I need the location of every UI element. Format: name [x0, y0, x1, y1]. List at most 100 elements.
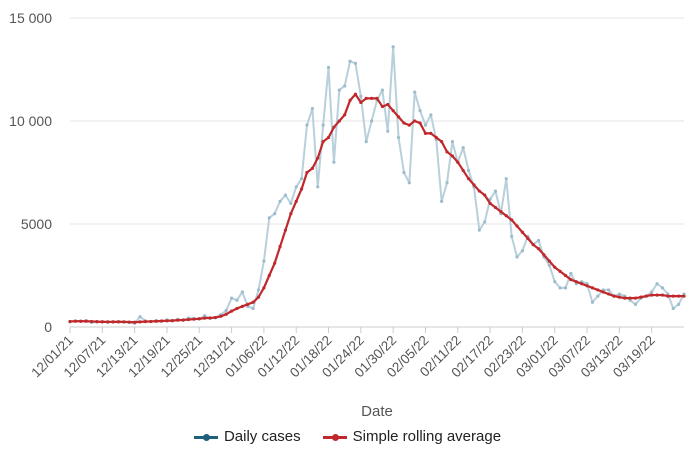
rolling-average-point[interactable] — [531, 243, 535, 247]
daily-cases-point[interactable] — [364, 140, 368, 144]
daily-cases-point[interactable] — [240, 290, 244, 294]
daily-cases-point[interactable] — [617, 292, 621, 296]
rolling-average-point[interactable] — [278, 245, 282, 249]
daily-cases-point[interactable] — [418, 109, 422, 113]
daily-cases-point[interactable] — [370, 119, 374, 123]
daily-cases-point[interactable] — [310, 107, 314, 111]
rolling-average-point[interactable] — [289, 212, 293, 216]
rolling-average-point[interactable] — [553, 265, 557, 269]
daily-cases-point[interactable] — [407, 181, 411, 185]
rolling-average-point[interactable] — [73, 319, 77, 323]
daily-cases-point[interactable] — [536, 238, 541, 243]
rolling-average-point[interactable] — [116, 320, 121, 324]
rolling-average-point[interactable] — [219, 314, 223, 318]
rolling-average-point[interactable] — [332, 125, 336, 129]
daily-cases-point[interactable] — [305, 123, 309, 127]
rolling-average-point[interactable] — [203, 316, 207, 320]
rolling-average-point[interactable] — [208, 316, 212, 320]
rolling-average-point[interactable] — [466, 177, 471, 181]
rolling-average-point[interactable] — [170, 319, 174, 323]
daily-cases-point[interactable] — [321, 123, 325, 127]
rolling-average-point[interactable] — [224, 312, 228, 316]
rolling-average-point[interactable] — [84, 319, 88, 323]
rolling-average-point[interactable] — [310, 166, 314, 170]
daily-cases-point[interactable] — [596, 294, 600, 298]
rolling-average-point[interactable] — [440, 140, 444, 144]
rolling-average-point[interactable] — [122, 320, 126, 324]
rolling-average-point[interactable] — [633, 296, 638, 300]
daily-cases-point[interactable] — [504, 177, 508, 181]
rolling-average-point[interactable] — [68, 319, 72, 324]
daily-cases-point[interactable] — [229, 296, 234, 300]
rolling-average-point[interactable] — [181, 318, 185, 322]
rolling-average-point[interactable] — [348, 98, 352, 102]
daily-cases-point[interactable] — [332, 160, 336, 164]
rolling-average-point[interactable] — [89, 319, 94, 324]
rolling-average-point[interactable] — [396, 115, 401, 119]
rolling-average-point[interactable] — [499, 210, 503, 214]
daily-cases-point[interactable] — [488, 197, 492, 201]
daily-cases-point[interactable] — [283, 193, 288, 197]
rolling-average-point[interactable] — [143, 320, 147, 324]
rolling-average-point[interactable] — [558, 269, 562, 273]
daily-cases-point[interactable] — [429, 113, 433, 117]
rolling-average-point[interactable] — [262, 286, 266, 290]
daily-cases-point[interactable] — [380, 88, 384, 92]
rolling-average-point[interactable] — [510, 218, 514, 222]
rolling-average-point[interactable] — [229, 309, 234, 313]
daily-cases-point[interactable] — [278, 199, 282, 203]
rolling-average-point[interactable] — [488, 201, 492, 205]
daily-cases-point[interactable] — [671, 306, 675, 311]
daily-cases-point[interactable] — [677, 302, 681, 306]
rolling-average-point[interactable] — [111, 320, 115, 324]
rolling-average-point[interactable] — [138, 320, 142, 324]
daily-cases-point[interactable] — [510, 234, 514, 238]
rolling-average-point[interactable] — [418, 121, 422, 125]
rolling-average-point[interactable] — [133, 320, 137, 324]
rolling-average-point[interactable] — [192, 317, 196, 321]
rolling-average-point[interactable] — [450, 154, 454, 158]
rolling-average-point[interactable] — [650, 293, 654, 297]
rolling-average-point[interactable] — [623, 296, 627, 300]
rolling-average-point[interactable] — [159, 319, 164, 323]
rolling-average-point[interactable] — [639, 295, 643, 299]
daily-cases-point[interactable] — [423, 123, 428, 127]
daily-cases-point[interactable] — [483, 220, 487, 224]
rolling-average-point[interactable] — [176, 318, 180, 322]
rolling-average-point[interactable] — [337, 119, 341, 123]
rolling-average-point[interactable] — [246, 302, 250, 306]
rolling-average-point[interactable] — [79, 319, 83, 323]
daily-cases-point[interactable] — [440, 199, 444, 203]
daily-cases-point[interactable] — [359, 94, 363, 98]
rolling-average-point[interactable] — [671, 294, 675, 298]
daily-cases-point[interactable] — [466, 168, 471, 173]
rolling-average-point[interactable] — [343, 113, 347, 117]
daily-cases-point[interactable] — [520, 249, 525, 253]
rolling-average-point[interactable] — [100, 320, 104, 324]
daily-cases-point[interactable] — [203, 314, 207, 318]
rolling-average-point[interactable] — [391, 109, 395, 113]
daily-cases-point[interactable] — [353, 61, 358, 65]
daily-cases-point[interactable] — [262, 259, 266, 263]
daily-cases-point[interactable] — [563, 286, 568, 290]
legend-item-rolling-average[interactable]: Simple rolling average — [322, 428, 501, 445]
rolling-average-point[interactable] — [213, 315, 218, 320]
daily-cases-point[interactable] — [273, 212, 277, 216]
daily-cases-point[interactable] — [138, 315, 142, 319]
rolling-average-point[interactable] — [165, 319, 169, 323]
daily-cases-point[interactable] — [289, 201, 293, 205]
daily-cases-point[interactable] — [650, 290, 654, 294]
rolling-average-point[interactable] — [477, 189, 481, 193]
rolling-average-point[interactable] — [353, 92, 358, 96]
daily-cases-point[interactable] — [569, 271, 573, 276]
daily-cases-point[interactable] — [343, 84, 347, 88]
rolling-average-point[interactable] — [666, 294, 670, 298]
rolling-average-point[interactable] — [569, 278, 573, 282]
rolling-average-point[interactable] — [106, 320, 110, 324]
daily-cases-point[interactable] — [337, 88, 341, 92]
rolling-average-point[interactable] — [574, 280, 578, 284]
rolling-average-point[interactable] — [149, 319, 153, 324]
rolling-average-point[interactable] — [294, 199, 298, 203]
daily-cases-point[interactable] — [547, 263, 551, 267]
rolling-average-point[interactable] — [472, 183, 476, 187]
